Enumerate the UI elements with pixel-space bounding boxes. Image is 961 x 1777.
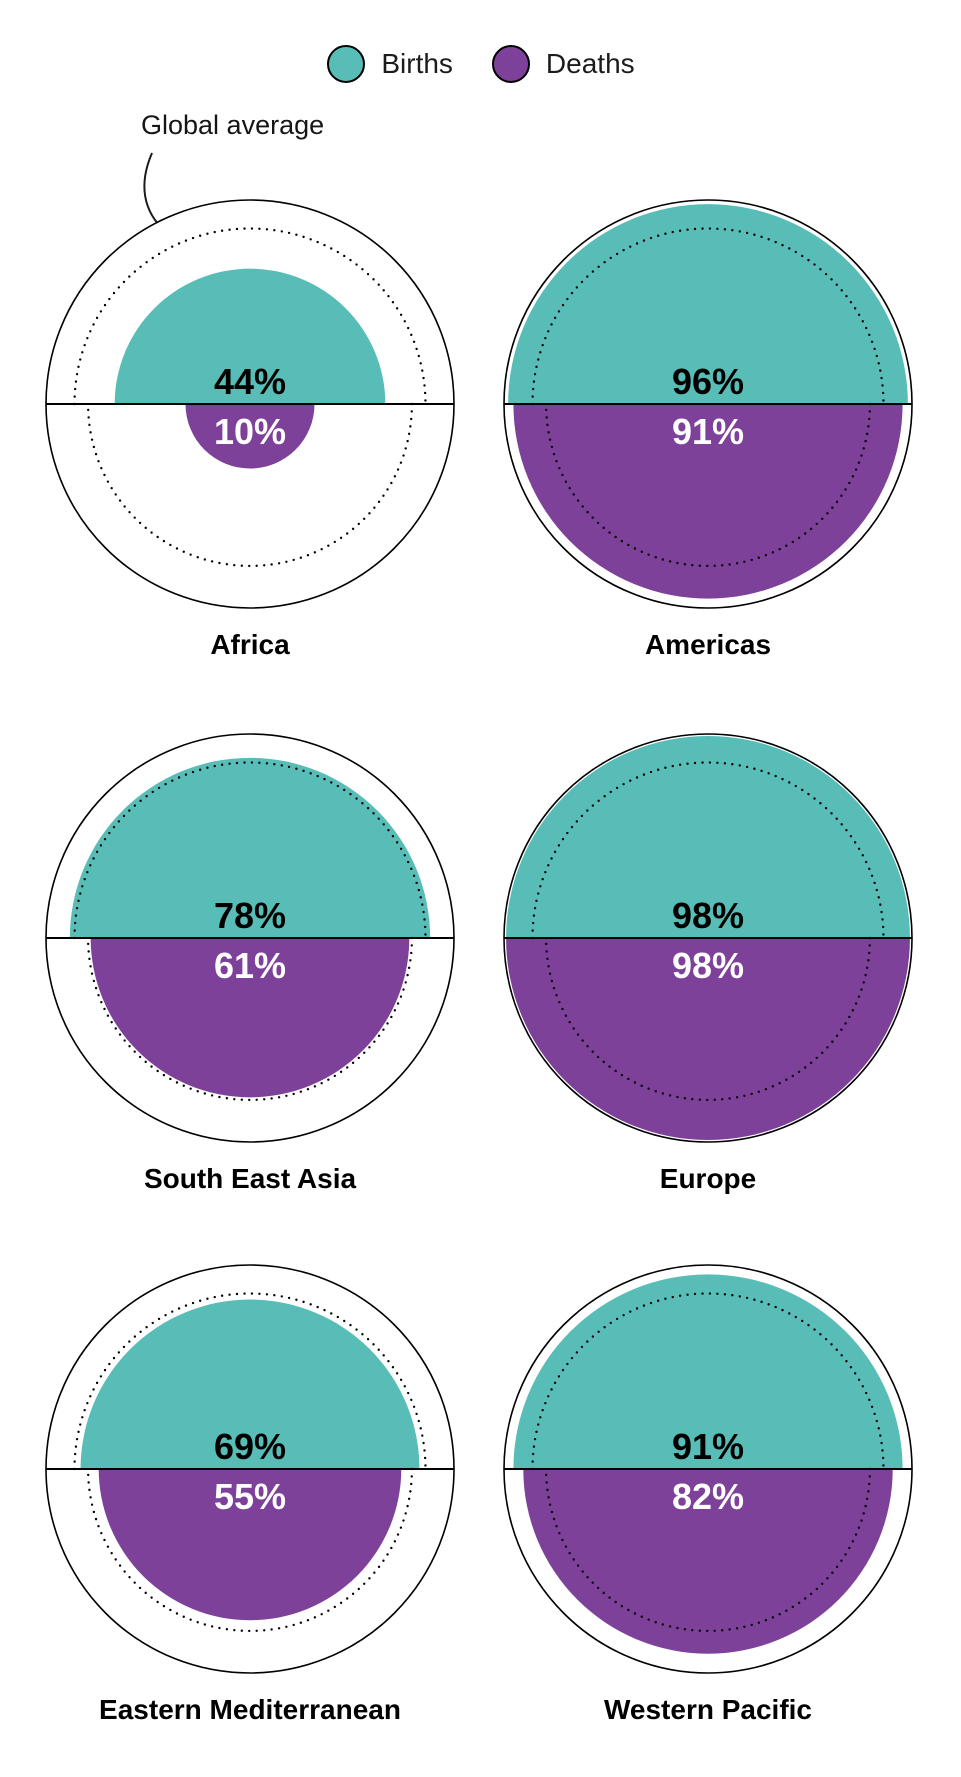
legend-label-deaths: Deaths: [545, 48, 635, 79]
births-value-label: 91%: [672, 1426, 744, 1467]
gauge-south-east-asia-chart: 78%61%: [45, 733, 455, 1143]
legend-label-births: Births: [381, 48, 453, 79]
deaths-semicircle: [523, 1469, 893, 1654]
region-title-western-pacific: Western Pacific: [603, 1694, 813, 1725]
gauge-eastern-mediterranean-chart: 69%55%: [45, 1264, 455, 1674]
deaths-value-label: 82%: [672, 1476, 744, 1517]
deaths-semicircle: [513, 404, 903, 599]
deaths-swatch-icon: [491, 45, 530, 83]
deaths-value-label: 55%: [214, 1476, 286, 1517]
global-average-deaths-dotted-arc: [544, 1467, 872, 1633]
deaths-value-label: 10%: [214, 411, 286, 452]
births-semicircle: [80, 1299, 420, 1469]
deaths-value-label: 91%: [672, 411, 744, 452]
gauge-africa-chart: 44%10%: [45, 199, 455, 609]
legend-item-deaths: Deaths: [491, 44, 635, 84]
deaths-semicircle: [98, 1469, 402, 1621]
global-average-deaths-dotted-arc: [86, 936, 414, 1102]
births-value-label: 96%: [672, 361, 744, 402]
deaths-value-label: 61%: [214, 945, 286, 986]
births-value-label: 69%: [214, 1426, 286, 1467]
global-average-deaths-dotted-arc: [86, 1467, 414, 1633]
births-semicircle: [69, 757, 431, 938]
region-title-south-east-asia: South East Asia: [143, 1163, 357, 1194]
deaths-swatch-circle: [491, 45, 530, 83]
deaths-semicircle: [185, 404, 315, 469]
births-value-label: 98%: [672, 895, 744, 936]
gauge-americas: 96% 91% Americas: [502, 198, 914, 660]
births-swatch-circle: [327, 45, 366, 83]
gauge-western-pacific: 91% 82% Western Pacific: [502, 1263, 914, 1725]
gauge-western-pacific-chart: 91%82%: [503, 1264, 913, 1674]
legend: Births Deaths: [0, 44, 961, 84]
births-swatch-icon: [327, 45, 366, 83]
global-average-label: Global average: [141, 110, 325, 140]
gauge-south-east-asia: 78% 61% South East Asia: [44, 732, 456, 1194]
region-title-africa: Africa: [210, 629, 290, 660]
deaths-value-label: 98%: [672, 945, 744, 986]
gauge-americas-chart: 96%91%: [503, 199, 913, 609]
global-average-deaths-dotted-arc: [544, 936, 872, 1102]
births-semicircle: [508, 204, 908, 404]
gauge-europe-chart: 98%98%: [503, 733, 913, 1143]
region-title-americas: Americas: [644, 629, 772, 660]
births-value-label: 78%: [214, 895, 286, 936]
deaths-semicircle: [90, 938, 410, 1098]
births-value-label: 44%: [214, 361, 286, 402]
region-title-europe: Europe: [659, 1163, 757, 1194]
global-average-deaths-dotted-arc: [544, 402, 872, 568]
deaths-semicircle: [506, 938, 910, 1140]
gauge-africa: 44% 10% Africa: [44, 198, 456, 660]
region-title-eastern-mediterranean: Eastern Mediterranean: [99, 1694, 401, 1725]
legend-item-births: Births: [326, 44, 453, 84]
gauge-europe: 98% 98% Europe: [502, 732, 914, 1194]
births-semicircle: [114, 268, 386, 404]
gauge-eastern-mediterranean: 69% 55% Eastern Mediterranean: [44, 1263, 456, 1725]
global-average-deaths-dotted-arc: [86, 402, 414, 568]
births-semicircle: [506, 736, 910, 938]
